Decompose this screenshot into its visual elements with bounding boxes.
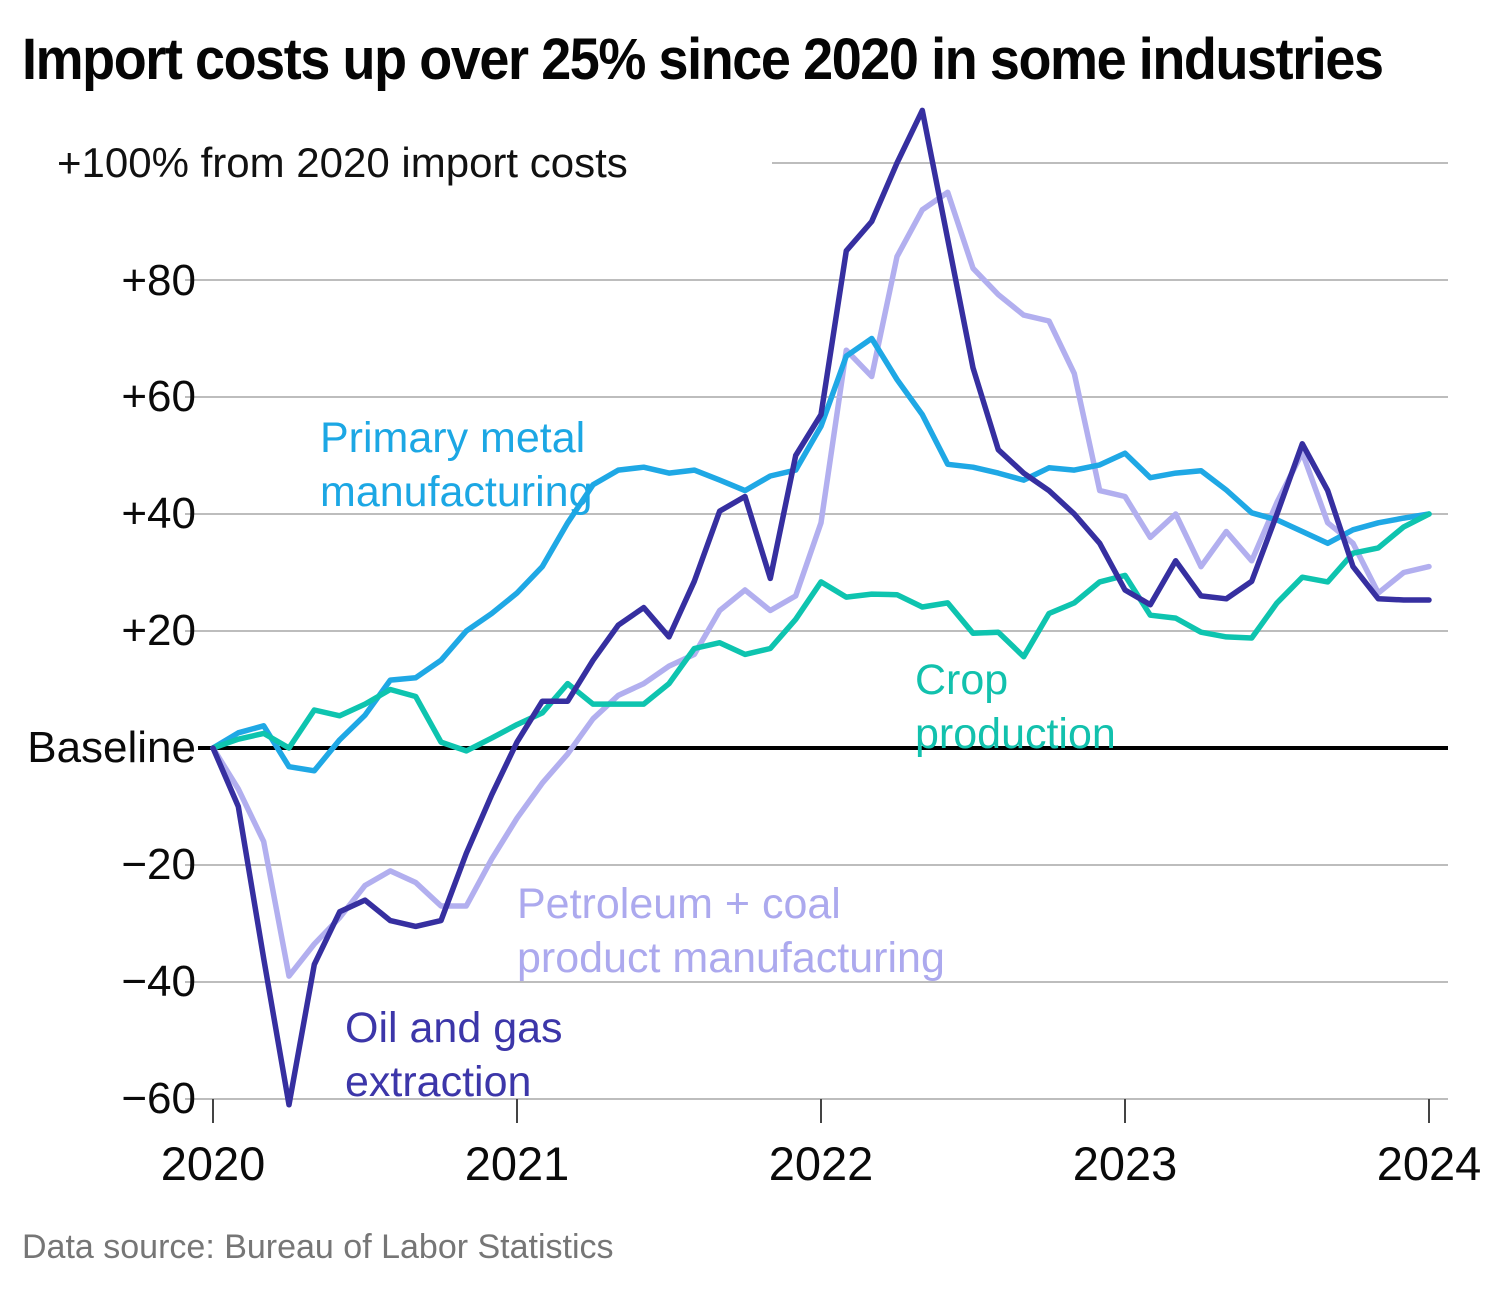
y-tick-plus20: +20 <box>121 606 196 655</box>
y-axis-unit-label: +100% from 2020 import costs <box>57 139 628 186</box>
series-label-primary-metal-manufacturing: Primary metal manufacturing <box>320 411 593 519</box>
x-tick-2021: 2021 <box>464 1137 570 1190</box>
y-tick-minus40: −40 <box>121 957 196 1006</box>
series-label-line: Primary metal <box>320 414 586 462</box>
series-label-line: Oil and gas <box>345 1004 563 1052</box>
series-label-line: product manufacturing <box>517 934 945 982</box>
series-label-line: manufacturing <box>320 468 593 516</box>
data-source-note: Data source: Bureau of Labor Statistics <box>22 1228 614 1266</box>
series-label-line: extraction <box>345 1058 532 1106</box>
y-tick-minus20: −20 <box>121 840 196 889</box>
x-tick-2022: 2022 <box>768 1137 874 1190</box>
series-label-line: Crop <box>915 656 1009 704</box>
series-line-crop-production <box>210 511 1432 754</box>
y-tick-plus80: +80 <box>121 256 196 305</box>
y-tick-minus60: −60 <box>121 1074 196 1123</box>
x-tick-2023: 2023 <box>1072 1137 1178 1190</box>
x-tick-2020: 2020 <box>160 1137 266 1190</box>
x-tick-2024: 2024 <box>1376 1137 1482 1190</box>
series-label-petroleum-coal-product-manufacturing: Petroleum + coal product manufacturing <box>517 877 945 985</box>
y-tick-plus40: +40 <box>121 489 196 538</box>
y-tick-baseline: Baseline <box>27 723 196 772</box>
series-line-primary-metal-manufacturing <box>210 335 1432 774</box>
y-tick-plus60: +60 <box>121 372 196 421</box>
series-label-line: production <box>915 710 1116 758</box>
series-line-oil-and-gas-extraction <box>210 107 1432 1108</box>
series-line-petroleum-coal-product-manufacturing <box>210 189 1432 979</box>
series-label-line: Petroleum + coal <box>517 880 841 928</box>
series-label-oil-and-gas-extraction: Oil and gas extraction <box>345 1001 563 1109</box>
series-label-crop-production: Crop production <box>915 653 1116 761</box>
chart-title: Import costs up over 25% since 2020 in s… <box>22 27 1384 92</box>
